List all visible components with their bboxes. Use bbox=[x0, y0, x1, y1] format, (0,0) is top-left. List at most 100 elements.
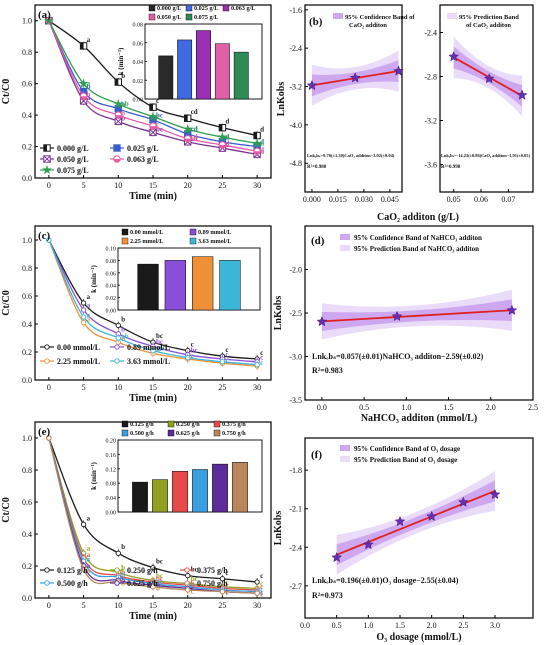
data-point bbox=[254, 590, 260, 596]
x-tick-label: 0 bbox=[47, 601, 51, 610]
data-point bbox=[80, 307, 87, 313]
x-tick-label: 20 bbox=[184, 601, 192, 610]
legend-label: 0.00 mmol/L bbox=[57, 343, 100, 352]
significance-letter: d bbox=[260, 138, 264, 146]
data-point bbox=[80, 314, 87, 320]
x-tick-label: 1.0 bbox=[401, 403, 411, 412]
inset-legend-swatch bbox=[222, 4, 230, 12]
y-tick-label: -3.2 bbox=[289, 83, 302, 92]
y-tick-label: 0.8 bbox=[22, 466, 32, 475]
legend: 0.000 g/L 0.025 g/L 0.050 g/L 0.063 g/L 0.07… bbox=[40, 144, 159, 175]
y-tick-label: 0.8 bbox=[22, 48, 32, 57]
significance-letter: c bbox=[260, 572, 263, 580]
x-tick-label: 0 bbox=[47, 383, 51, 392]
y-tick-label: 0.2 bbox=[22, 348, 32, 357]
data-point bbox=[46, 237, 52, 243]
data-point bbox=[150, 347, 156, 354]
y-axis-title: Ct/C0 bbox=[1, 497, 12, 523]
inset-bar-chart: 0.00 0.02 0.04 0.06 0.08 0.10 k (min⁻¹) 0.00 mm… bbox=[90, 228, 261, 315]
inset-legend-label: 0.075 g/L bbox=[194, 14, 218, 21]
inset-y-axis-title: k (min⁻¹) bbox=[117, 47, 125, 75]
data-point bbox=[185, 572, 191, 579]
y-tick-label: 0.0 bbox=[22, 174, 32, 183]
panel-label: (c) bbox=[38, 230, 51, 242]
significance-letter: c bbox=[156, 121, 159, 129]
significance-letter: b bbox=[121, 110, 125, 118]
fit-line bbox=[336, 490, 496, 556]
fit-r2: R²=0.998 bbox=[441, 164, 461, 170]
y-axis-title: LnKobs bbox=[273, 296, 284, 331]
significance-letter: a bbox=[87, 567, 91, 575]
inset-legend-swatch bbox=[148, 4, 156, 12]
panel-b-left: 0.000 0.015 0.030 0.045 -1.6 -2.4 -3.2 -4.0 -4.8… bbox=[276, 4, 459, 223]
data-point bbox=[506, 304, 518, 315]
inset-legend-label: 3.63 mmol/L bbox=[198, 238, 231, 245]
inset-y-axis-title: k (min⁻¹) bbox=[90, 461, 98, 489]
significance-letter: c bbox=[191, 581, 194, 589]
x-tick-label: 0.5 bbox=[359, 403, 369, 412]
x-tick-label: 2.5 bbox=[458, 621, 468, 630]
legend-label-confidence: 95% Confidence Band of bbox=[345, 14, 415, 21]
significance-letter: bc bbox=[156, 125, 163, 133]
inset-legend-swatch bbox=[121, 237, 129, 245]
significance-letter: cd bbox=[191, 108, 198, 116]
inset-legend: 0.00 mmol/L 0.89 mmol/L 2.25 mmol/L 3.63 mm… bbox=[121, 228, 231, 245]
x-tick-label: 5 bbox=[82, 383, 86, 392]
data-point bbox=[80, 521, 87, 528]
inset-bar-chart: 0.000.020.040.060.08k (min⁻¹)0.000 g/L 0.… bbox=[117, 4, 263, 104]
inset-bar bbox=[232, 462, 248, 513]
significance-letter: b bbox=[121, 72, 125, 80]
legend-swatch-confidence bbox=[333, 13, 343, 19]
inset-legend-swatch bbox=[189, 228, 197, 236]
significance-letter: a bbox=[87, 514, 91, 522]
significance-letter: a bbox=[87, 36, 91, 44]
y-axis-title: Ct/C0 bbox=[1, 290, 12, 316]
inset-y-tick-label: 0.00 bbox=[133, 98, 144, 104]
significance-letter: a bbox=[87, 545, 91, 553]
significance-letter: a bbox=[87, 80, 91, 88]
significance-letter: c bbox=[191, 352, 194, 360]
x-tick-label: 0.0 bbox=[317, 403, 327, 412]
fit-equation: Lnkₒbₛ=-14.23(±0.86)CaO₂ additon−1.91(±0… bbox=[441, 153, 530, 158]
legend-swatch-prediction bbox=[447, 13, 457, 19]
inset-bar bbox=[152, 479, 168, 513]
data-point bbox=[113, 144, 121, 152]
significance-letter: a bbox=[87, 312, 91, 320]
data-point bbox=[80, 566, 87, 572]
fit-r2: R²=0.980 bbox=[307, 164, 327, 170]
data-point bbox=[148, 111, 158, 121]
panel-label: (a) bbox=[38, 9, 51, 21]
x-tick-label: 0.000 bbox=[303, 195, 321, 204]
plot-frame bbox=[304, 4, 403, 193]
inset-bar bbox=[219, 260, 241, 311]
significance-letter: c bbox=[260, 349, 263, 357]
significance-letter: a bbox=[87, 302, 91, 310]
significance-letter: b bbox=[121, 564, 125, 572]
significance-letter: a bbox=[87, 293, 91, 301]
x-tick-label: 0.06 bbox=[474, 195, 488, 204]
inset-bar bbox=[164, 260, 186, 311]
x-tick-label: 0.030 bbox=[355, 195, 373, 204]
x-tick-label: 10 bbox=[114, 383, 122, 392]
y-tick-label: -2.0 bbox=[289, 266, 302, 275]
significance-letter: d bbox=[260, 146, 264, 154]
data-point bbox=[115, 322, 121, 329]
y-tick-label: -2.4 bbox=[289, 44, 302, 53]
data-point-fill bbox=[184, 138, 191, 142]
significance-letter: c bbox=[191, 341, 194, 349]
inset-y-tick-label: 0.08 bbox=[106, 259, 117, 265]
legend-label: 0.750 g/h bbox=[197, 579, 228, 588]
inset-bar bbox=[137, 263, 159, 311]
data-point bbox=[150, 584, 156, 590]
significance-letter: c bbox=[191, 584, 194, 592]
data-point bbox=[219, 576, 226, 582]
inset-bar bbox=[172, 471, 188, 513]
y-tick-label: -3.5 bbox=[289, 396, 302, 405]
y-tick-label: -2.1 bbox=[289, 505, 302, 514]
data-point bbox=[185, 587, 191, 593]
legend-label: 0.500 g/h bbox=[57, 579, 88, 588]
data-point bbox=[457, 496, 469, 507]
legend-label-prediction: 95% Prediction Band bbox=[459, 14, 519, 21]
data-point-fill bbox=[149, 104, 153, 111]
